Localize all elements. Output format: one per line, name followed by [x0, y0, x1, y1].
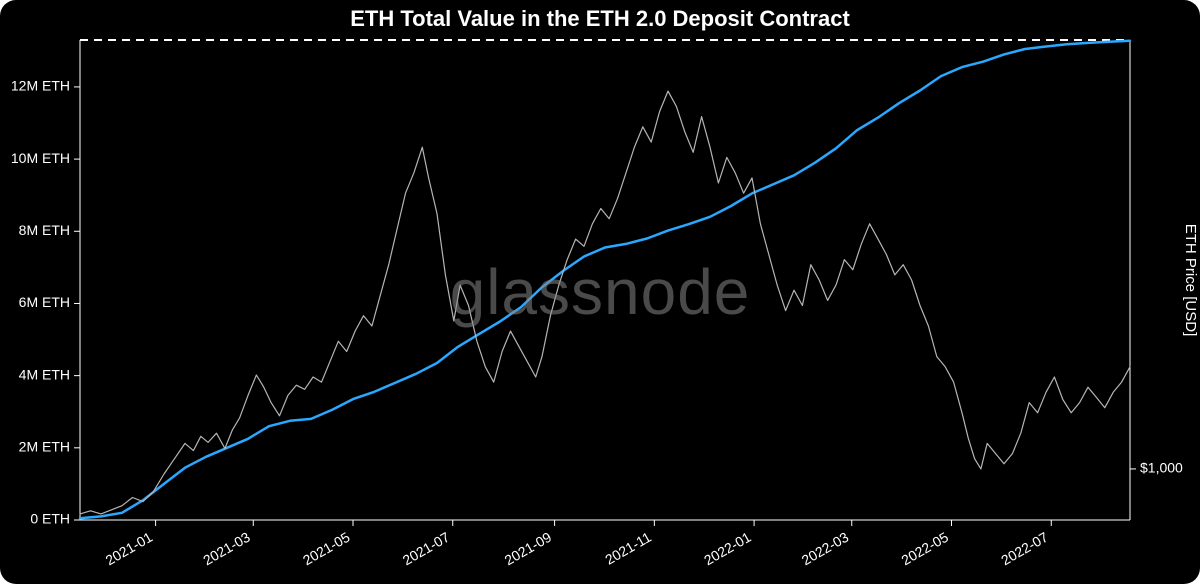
series-eth_price_usd	[80, 91, 1130, 514]
chart-card: ETH Total Value in the ETH 2.0 Deposit C…	[0, 0, 1200, 584]
x-tick-label: 2022-03	[799, 529, 852, 569]
y-left-tick-label: 10M ETH	[11, 150, 70, 166]
x-tick-label: 2021-01	[103, 529, 156, 569]
chart-title: ETH Total Value in the ETH 2.0 Deposit C…	[0, 6, 1200, 32]
y-left-tick-label: 2M ETH	[19, 439, 70, 455]
y-left-tick-label: 4M ETH	[19, 366, 70, 382]
x-tick-label: 2022-07	[998, 529, 1051, 569]
x-tick-label: 2021-11	[602, 529, 654, 568]
x-tick-label: 2021-09	[502, 529, 555, 569]
y-right-axis-title: ETH Price [USD]	[1182, 224, 1199, 337]
x-tick-label: 2021-07	[400, 529, 453, 569]
y-left-tick-label: 0 ETH	[30, 511, 70, 527]
y-left-tick-label: 12M ETH	[11, 78, 70, 94]
y-left-tick-label: 8M ETH	[19, 222, 70, 238]
x-tick-label: 2021-03	[200, 529, 253, 569]
x-tick-label: 2022-05	[898, 529, 951, 569]
x-tick-label: 2021-05	[300, 529, 353, 569]
x-tick-label: 2022-01	[701, 529, 754, 569]
chart-svg: 0 ETH 2M ETH 4M ETH 6M ETH 8M ETH 10M ETH 12M …	[0, 0, 1200, 584]
y-right-tick-label: $1,000	[1140, 460, 1183, 476]
series-eth2_deposits	[80, 41, 1130, 519]
y-left-tick-label: 6M ETH	[19, 294, 70, 310]
